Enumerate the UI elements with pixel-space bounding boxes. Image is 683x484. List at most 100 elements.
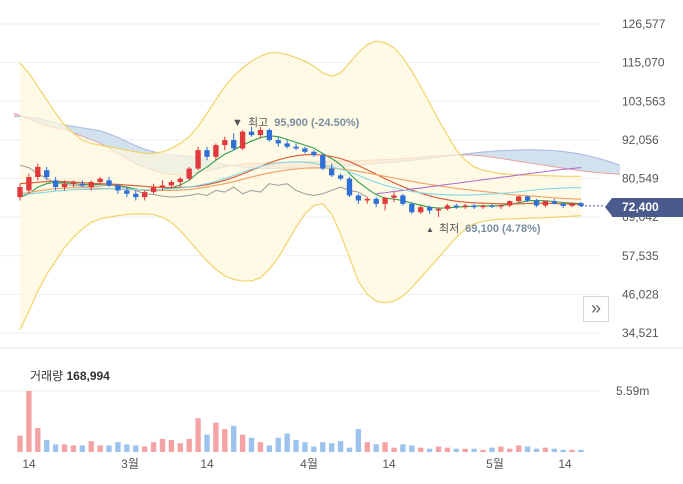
candle-body bbox=[498, 205, 504, 207]
date-tick-label: 14 bbox=[200, 457, 214, 471]
date-tick-label: 3월 bbox=[121, 457, 139, 471]
volume-bar bbox=[382, 442, 388, 452]
candle-body bbox=[44, 170, 50, 177]
volume-bar bbox=[150, 442, 157, 452]
candle-body bbox=[168, 182, 175, 186]
volume-bar bbox=[328, 443, 335, 452]
bollinger-upper bbox=[19, 40, 581, 177]
candle-body bbox=[97, 178, 103, 183]
candle-body bbox=[426, 207, 433, 211]
candle-body bbox=[551, 201, 557, 204]
cloud-segment bbox=[576, 153, 586, 172]
volume-bar bbox=[302, 442, 308, 452]
volume-bar bbox=[480, 449, 486, 452]
candle-body bbox=[293, 146, 299, 149]
candle-body bbox=[320, 155, 326, 169]
volume-bar bbox=[133, 445, 139, 452]
volume-bar bbox=[533, 448, 540, 452]
volume-bar bbox=[400, 444, 406, 452]
date-tick-label: 5월 bbox=[486, 457, 504, 471]
candle-body bbox=[52, 180, 59, 188]
high-label: 최고 bbox=[248, 116, 268, 129]
candle-body bbox=[106, 180, 112, 186]
candle-body bbox=[524, 196, 531, 201]
cloud-segment bbox=[542, 150, 551, 167]
candle-body bbox=[355, 195, 362, 201]
candle-body bbox=[542, 201, 549, 206]
cloud-segment bbox=[594, 157, 603, 173]
candle-body bbox=[560, 203, 566, 206]
series-line bbox=[20, 161, 581, 196]
current-price-tag: 72,400 bbox=[605, 198, 683, 217]
volume-bar bbox=[159, 438, 166, 452]
volume-bar bbox=[186, 438, 192, 452]
cloud-segment bbox=[65, 125, 75, 134]
cloud-segment bbox=[481, 151, 491, 157]
volume-bar bbox=[364, 442, 370, 452]
cloud-segment bbox=[611, 162, 620, 175]
candle-body bbox=[400, 195, 406, 204]
moving-average-lines bbox=[19, 135, 582, 209]
volume-bar bbox=[355, 429, 362, 452]
candle-body bbox=[17, 187, 23, 198]
series-line bbox=[19, 164, 368, 198]
volume-label: 거래량 bbox=[30, 369, 64, 383]
candle-body bbox=[195, 150, 201, 169]
date-tick-label: 14 bbox=[558, 457, 572, 471]
candle-body bbox=[124, 190, 130, 194]
candle-body bbox=[213, 145, 219, 157]
volume-bar bbox=[266, 445, 273, 452]
candle-body bbox=[141, 192, 148, 198]
candle-body bbox=[204, 150, 210, 157]
candle-body bbox=[302, 148, 308, 152]
volume-bar bbox=[257, 442, 264, 452]
volume-bar bbox=[222, 429, 228, 452]
candle-body bbox=[364, 198, 370, 201]
volume-bar bbox=[462, 448, 468, 452]
cloud-segment bbox=[507, 150, 517, 161]
volume-bar bbox=[373, 444, 379, 452]
volume-bar bbox=[426, 448, 433, 452]
candle-body bbox=[462, 205, 468, 208]
candle-body bbox=[409, 203, 415, 213]
volume-bar bbox=[346, 447, 353, 452]
candle-body bbox=[222, 140, 228, 146]
candle-body bbox=[88, 182, 94, 188]
cloud-segment bbox=[490, 150, 499, 159]
candle-body bbox=[391, 195, 397, 198]
volume-bar bbox=[507, 448, 513, 452]
cloud-segment bbox=[533, 149, 543, 165]
volume-bar bbox=[141, 446, 148, 452]
volume-bar bbox=[61, 444, 68, 452]
low-value: 69,100 (4.78%) bbox=[465, 223, 541, 235]
cloud-segment bbox=[498, 150, 508, 160]
candle-body bbox=[578, 203, 584, 206]
volume-bar bbox=[106, 445, 112, 452]
candle-body bbox=[328, 168, 335, 176]
candle-body bbox=[444, 205, 451, 209]
volume-bar bbox=[213, 422, 219, 452]
bollinger-fill bbox=[20, 41, 581, 330]
volume-bar bbox=[293, 439, 299, 452]
high-annotation: ▼ 최고 95,900 (-24.50%) bbox=[232, 116, 360, 129]
volume-bar bbox=[569, 449, 575, 452]
volume-bar bbox=[44, 439, 50, 452]
candle-body bbox=[159, 185, 166, 188]
candle-body bbox=[239, 131, 246, 149]
low-marker: ▲ bbox=[426, 225, 434, 234]
candle-body bbox=[515, 196, 522, 202]
candle-body bbox=[284, 143, 290, 147]
volume-bar bbox=[320, 442, 326, 452]
volume-bar bbox=[560, 449, 566, 452]
price-tick-label: 115,070 bbox=[622, 56, 665, 70]
candle-body bbox=[248, 131, 255, 136]
volume-bar bbox=[248, 437, 255, 452]
volume-bar bbox=[231, 425, 237, 452]
volume-bar bbox=[542, 447, 549, 452]
volume-bar bbox=[284, 433, 290, 452]
low-annotation: ▲ 최저 69,100 (4.78%) bbox=[426, 222, 541, 235]
candle-body bbox=[382, 197, 388, 204]
chevron-double-right-icon[interactable]: » bbox=[583, 296, 609, 322]
cloud-segment bbox=[516, 149, 525, 163]
price-tick-label: 126,577 bbox=[622, 17, 666, 31]
